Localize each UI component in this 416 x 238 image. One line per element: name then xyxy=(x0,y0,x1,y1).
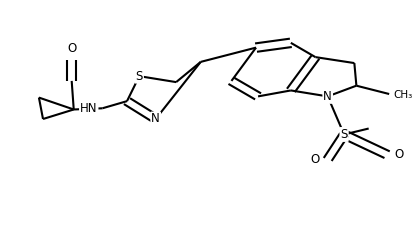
Text: O: O xyxy=(394,148,404,161)
Text: O: O xyxy=(67,42,76,55)
Text: S: S xyxy=(340,128,348,141)
Text: N: N xyxy=(151,113,160,125)
Text: HN: HN xyxy=(80,102,97,115)
Text: N: N xyxy=(323,90,332,103)
Text: S: S xyxy=(136,70,143,83)
Text: CH₃: CH₃ xyxy=(393,90,413,100)
Text: O: O xyxy=(310,153,319,166)
